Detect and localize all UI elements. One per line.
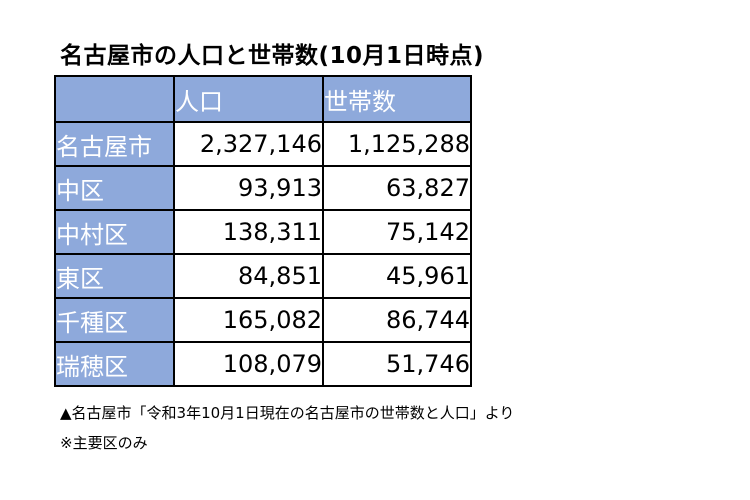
- population-cell: 108,079: [173, 341, 324, 387]
- table-row: 名古屋市 2,327,146 1,125,288: [54, 121, 472, 167]
- households-cell: 45,961: [322, 253, 472, 299]
- row-name-cell: 瑞穂区: [54, 341, 175, 387]
- row-name-cell: 東区: [54, 253, 175, 299]
- population-cell: 84,851: [173, 253, 324, 299]
- row-name-cell: 中区: [54, 165, 175, 211]
- header-cell-blank: [54, 75, 175, 123]
- population-cell: 93,913: [173, 165, 324, 211]
- row-name-cell: 千種区: [54, 297, 175, 343]
- table-header-row: 人口 世帯数: [54, 75, 472, 123]
- table-row: 中村区 138,311 75,142: [54, 209, 472, 255]
- households-cell: 86,744: [322, 297, 472, 343]
- households-cell: 63,827: [322, 165, 472, 211]
- page-title: 名古屋市の人口と世帯数(10月1日時点): [60, 43, 485, 69]
- households-cell: 75,142: [322, 209, 472, 255]
- row-name-cell: 名古屋市: [54, 121, 175, 167]
- source-caption: ▲名古屋市「令和3年10月1日現在の名古屋市の世帯数と人口」より: [60, 404, 515, 422]
- population-cell: 165,082: [173, 297, 324, 343]
- header-cell-population: 人口: [173, 75, 324, 123]
- table-row: 千種区 165,082 86,744: [54, 297, 472, 343]
- households-cell: 51,746: [322, 341, 472, 387]
- table-row: 東区 84,851 45,961: [54, 253, 472, 299]
- row-name-cell: 中村区: [54, 209, 175, 255]
- population-cell: 2,327,146: [173, 121, 324, 167]
- population-table: 人口 世帯数 名古屋市 2,327,146 1,125,288 中区 93,91…: [54, 75, 472, 387]
- table-row: 瑞穂区 108,079 51,746: [54, 341, 472, 387]
- footnote: ※主要区のみ: [60, 434, 148, 452]
- households-cell: 1,125,288: [322, 121, 472, 167]
- table-row: 中区 93,913 63,827: [54, 165, 472, 211]
- population-cell: 138,311: [173, 209, 324, 255]
- header-cell-households: 世帯数: [322, 75, 472, 123]
